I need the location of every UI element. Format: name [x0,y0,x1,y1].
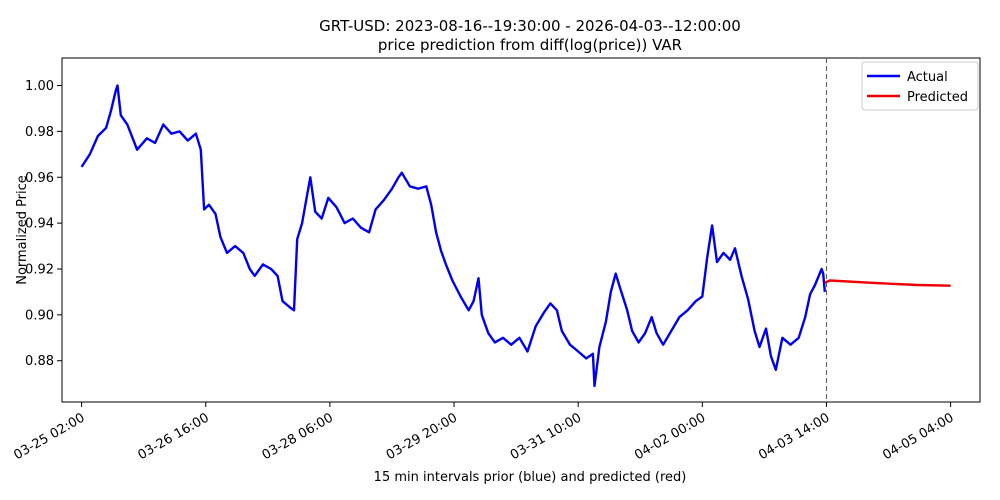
y-tick-label: 0.88 [25,354,54,369]
y-tick-label: 0.92 [25,262,54,277]
x-axis-label: 15 min intervals prior (blue) and predic… [374,470,687,485]
x-tick-label: 03-29 20:00 [384,410,460,463]
legend-label-actual: Actual [907,70,948,85]
legend-label-predicted: Predicted [907,90,968,105]
y-tick-label: 0.96 [25,171,54,186]
plot-area [61,57,981,403]
y-tick-label: 1.00 [25,79,54,94]
legend-box [861,61,979,111]
legend: Actual Predicted [861,61,979,111]
x-tick-label: 03-25 02:00 [11,410,87,463]
plot-border [61,57,981,403]
chart-subtitle: price prediction from diff(log(price)) V… [378,36,682,54]
series-line-predicted [824,279,951,287]
y-tick-label: 0.94 [25,217,54,232]
x-tick-label: 04-02 00:00 [632,410,708,463]
x-tick-label: 03-31 10:00 [508,410,584,463]
x-tick-label: 04-03 14:00 [756,410,832,463]
y-axis: 1.00 0.98 0.96 0.94 0.92 0.90 0.88 [25,79,62,369]
x-tick-label: 03-26 16:00 [136,410,212,463]
y-tick-label: 0.90 [25,308,54,323]
x-tick-label: 04-05 04:00 [880,410,956,463]
series-layer [80,58,951,402]
y-axis-label: Normalized Price [15,175,30,285]
y-tick-label: 0.98 [25,125,54,140]
x-tick-label: 03-28 06:00 [260,410,336,463]
series-line-actual [80,84,826,388]
x-axis: 03-25 02:00 03-26 16:00 03-28 06:00 03-29 2… [11,402,957,463]
chart-title: GRT-USD: 2023-08-16--19:30:00 - 2026-04-… [319,17,741,35]
